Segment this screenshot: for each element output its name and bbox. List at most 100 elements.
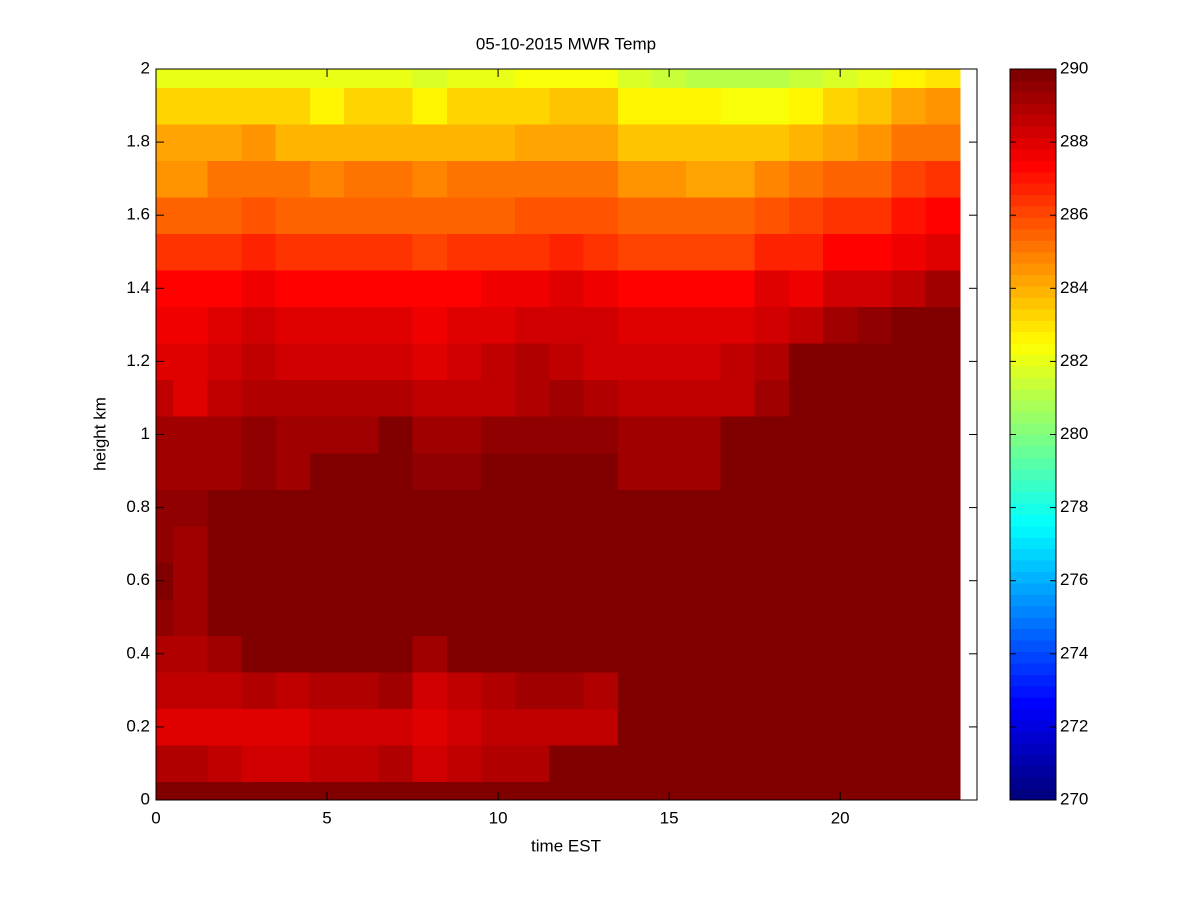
cell (173, 196, 208, 234)
cell (173, 416, 208, 454)
cell (309, 69, 345, 88)
cell (378, 598, 414, 637)
y-tick-label: 2 (141, 58, 150, 77)
cell (823, 233, 858, 271)
cell (617, 123, 653, 161)
colorbar-swatch (1010, 411, 1056, 424)
cell (156, 635, 174, 673)
cell (652, 672, 687, 710)
cell (686, 635, 721, 673)
colorbar-swatch (1010, 525, 1056, 538)
cell (891, 416, 927, 454)
x-tick-label: 5 (322, 808, 331, 827)
cell (857, 233, 892, 271)
cell (241, 123, 277, 161)
cell (617, 562, 653, 600)
cell (173, 452, 208, 490)
cell (754, 635, 790, 673)
cell (446, 196, 482, 234)
cell (788, 270, 824, 308)
cell (857, 452, 892, 490)
x-tick-label: 0 (151, 808, 160, 827)
cell (549, 489, 585, 527)
colorbar-swatch (1010, 605, 1056, 618)
cell (309, 635, 345, 673)
cell (754, 87, 790, 125)
cell (617, 525, 653, 563)
cell (652, 452, 687, 490)
colorbar-swatch (1010, 582, 1056, 595)
colorbar-swatch (1010, 571, 1056, 584)
cell (173, 160, 208, 198)
colorbar-swatch (1010, 503, 1056, 515)
colorbar-swatch (1010, 480, 1056, 493)
cell (891, 672, 927, 710)
cell (788, 562, 824, 600)
colorbar-swatch (1010, 228, 1056, 241)
cell (156, 160, 174, 198)
cell (446, 708, 482, 746)
cell (891, 562, 927, 600)
cell (754, 343, 790, 381)
cell (446, 489, 482, 527)
cell (156, 525, 174, 563)
colorbar-swatch (1010, 742, 1056, 755)
cell (720, 672, 756, 710)
cell (207, 196, 243, 234)
cell (275, 635, 311, 673)
colorbar-tick-label: 282 (1060, 351, 1088, 370)
cell (891, 452, 927, 490)
cell (788, 745, 824, 783)
cell (891, 123, 927, 161)
cell (549, 196, 585, 234)
cell (446, 123, 482, 161)
cell (549, 708, 585, 746)
cell (446, 745, 482, 783)
colorbar-swatch (1010, 720, 1056, 732)
cell (275, 306, 311, 344)
colorbar-swatch (1010, 251, 1056, 264)
cell (686, 379, 721, 417)
cell (515, 562, 550, 600)
cell (207, 745, 243, 783)
cell (583, 196, 619, 234)
cell (344, 379, 379, 417)
cell (344, 69, 379, 88)
cell (446, 233, 482, 271)
cell (378, 525, 414, 563)
cell (173, 69, 208, 88)
cell (156, 489, 174, 527)
cell (652, 123, 687, 161)
cell (720, 598, 756, 637)
cell (652, 708, 687, 746)
cell (515, 343, 550, 381)
cell (515, 635, 550, 673)
cell (412, 306, 448, 344)
cell (446, 69, 482, 88)
cell (857, 745, 892, 783)
cell (241, 781, 277, 801)
cell (344, 452, 379, 490)
cell (925, 635, 961, 673)
colorbar-swatch (1010, 217, 1056, 230)
cell (515, 270, 550, 308)
cell (583, 598, 619, 637)
cell (788, 489, 824, 527)
cell (480, 598, 516, 637)
cell (925, 270, 961, 308)
cell (412, 708, 448, 746)
cell (173, 343, 208, 381)
colorbar-swatch (1010, 628, 1056, 641)
cell (344, 233, 379, 271)
colorbar-swatch (1010, 674, 1056, 687)
cell (241, 489, 277, 527)
cell (156, 379, 174, 417)
cell (925, 672, 961, 710)
cell (788, 379, 824, 417)
cell (652, 379, 687, 417)
cell (480, 196, 516, 234)
cell (309, 343, 345, 381)
cell (788, 196, 824, 234)
colorbar-swatch (1010, 377, 1056, 390)
colorbar-tick-label: 278 (1060, 497, 1088, 516)
